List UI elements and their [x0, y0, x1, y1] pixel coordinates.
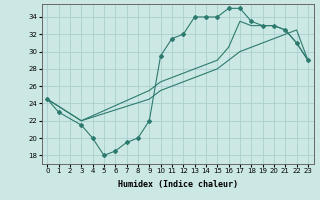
X-axis label: Humidex (Indice chaleur): Humidex (Indice chaleur)	[118, 180, 237, 189]
